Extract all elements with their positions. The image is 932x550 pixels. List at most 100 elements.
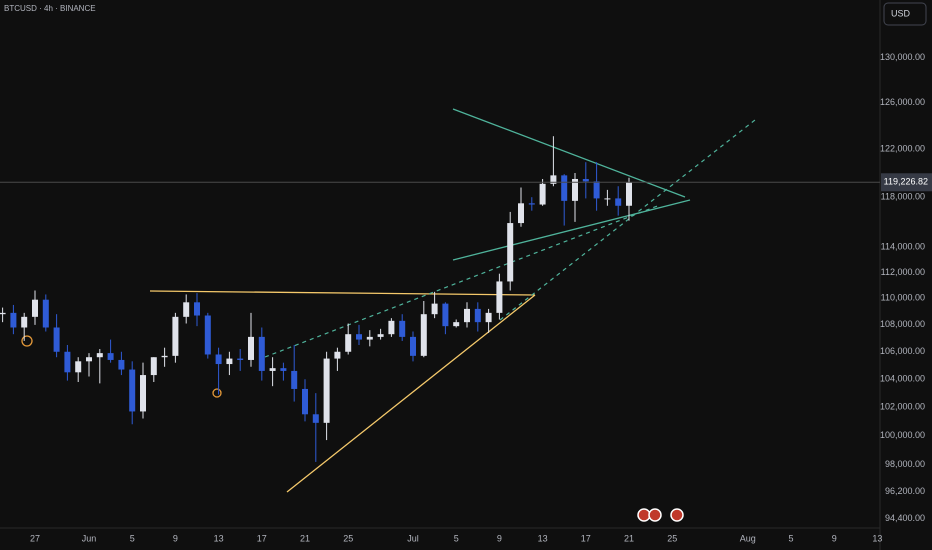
candle-body — [64, 351, 71, 373]
dashed-trend — [499, 119, 756, 321]
candle-body — [215, 354, 222, 365]
candle-body — [75, 361, 82, 373]
x-tick-label: 27 — [30, 533, 40, 543]
candle-body — [194, 302, 200, 316]
candle-body — [0, 312, 6, 315]
candle-body — [96, 353, 103, 358]
event-marker[interactable] — [212, 388, 222, 398]
news-flag[interactable] — [637, 508, 651, 522]
x-tick-label: 13 — [214, 533, 224, 543]
currency-button[interactable] — [883, 2, 927, 26]
y-tick-label: 94,400.00 — [885, 513, 925, 523]
candle-body — [453, 322, 460, 327]
triangle-lower — [452, 199, 691, 261]
candle-body — [323, 358, 330, 423]
candle-body — [280, 368, 287, 371]
y-tick-label: 118,000.00 — [881, 192, 925, 202]
candle-body — [129, 369, 136, 412]
candle-body — [485, 312, 492, 323]
x-tick-label: 9 — [173, 533, 178, 543]
candle-body — [302, 388, 308, 415]
candle-body — [464, 308, 470, 323]
candle-body — [388, 320, 395, 335]
candle-body — [172, 316, 179, 356]
candle-body — [258, 336, 265, 371]
last-price-box — [881, 173, 932, 192]
y-tick-label: 108,000.00 — [880, 319, 925, 329]
y-tick-label: 130,000.00 — [880, 52, 925, 62]
candle-body — [53, 327, 60, 352]
candle-body — [582, 178, 589, 182]
candle-body — [420, 314, 427, 356]
support-line — [286, 294, 536, 493]
candle-body — [518, 203, 524, 224]
y-tick-label: 114,000.00 — [881, 241, 925, 251]
last-price-label: 119,226.82 — [884, 177, 928, 187]
candle-body — [496, 281, 503, 313]
candle-body — [42, 299, 49, 328]
candle-body — [615, 198, 622, 206]
x-tick-label: 25 — [667, 533, 677, 543]
candle-body — [183, 302, 190, 317]
candle-body — [572, 178, 578, 201]
event-marker[interactable] — [21, 335, 33, 347]
x-tick-label: Jun — [82, 533, 97, 543]
y-tick-label: 102,000.00 — [880, 402, 925, 412]
candle-body — [604, 198, 611, 200]
x-tick-label: 5 — [454, 533, 459, 543]
candle-body — [312, 414, 319, 423]
candle-body — [593, 181, 600, 199]
y-tick-label: 106,000.00 — [880, 346, 925, 356]
x-tick-label: Aug — [740, 533, 756, 543]
candle-body — [334, 351, 341, 359]
candle-body — [237, 358, 244, 360]
y-tick-label: 98,000.00 — [885, 459, 925, 469]
y-tick-label: 126,000.00 — [880, 97, 925, 107]
candle-body — [269, 368, 276, 371]
candle-body — [118, 359, 125, 370]
candle-body — [442, 303, 449, 327]
symbol-title: BTCUSD · 4h · BINANCE — [4, 4, 96, 13]
candle-body — [345, 334, 352, 352]
x-tick-label: 13 — [872, 533, 882, 543]
candle-body — [140, 375, 146, 412]
x-tick-label: 17 — [257, 533, 267, 543]
x-tick-label: 9 — [832, 533, 837, 543]
candle-body — [226, 358, 233, 365]
news-flag[interactable] — [670, 508, 684, 522]
currency-label[interactable]: USD — [891, 8, 911, 18]
candle-body — [150, 357, 157, 376]
y-tick-label: 110,000.00 — [881, 293, 925, 303]
candle-body — [248, 336, 254, 360]
candle-body — [561, 175, 568, 201]
candle-body — [626, 182, 632, 206]
candle-body — [32, 299, 38, 317]
candle-body — [366, 336, 373, 340]
candle-body — [291, 370, 298, 389]
candle-body — [21, 316, 28, 328]
candle-body — [550, 175, 557, 184]
y-tick-label: 122,000.00 — [880, 144, 925, 154]
candle-body — [107, 353, 114, 360]
candle-body — [507, 223, 514, 282]
resistance-line — [149, 290, 536, 296]
candle-body — [431, 303, 438, 315]
x-tick-label: 21 — [624, 533, 634, 543]
candle-body — [528, 203, 535, 205]
candle-body — [377, 334, 384, 337]
candle-body — [539, 183, 546, 205]
x-tick-label: 9 — [497, 533, 502, 543]
candle-body — [204, 315, 211, 355]
news-flag[interactable] — [648, 508, 662, 522]
x-tick-label: 21 — [300, 533, 310, 543]
candle-body — [10, 312, 17, 328]
candle-body — [399, 320, 406, 337]
y-tick-label: 104,000.00 — [880, 374, 925, 384]
candle-body — [86, 357, 92, 362]
x-tick-label: 25 — [343, 533, 353, 543]
candle-body — [356, 334, 362, 340]
dashed-trend — [264, 204, 661, 358]
y-tick-label: 112,000.00 — [881, 267, 925, 277]
